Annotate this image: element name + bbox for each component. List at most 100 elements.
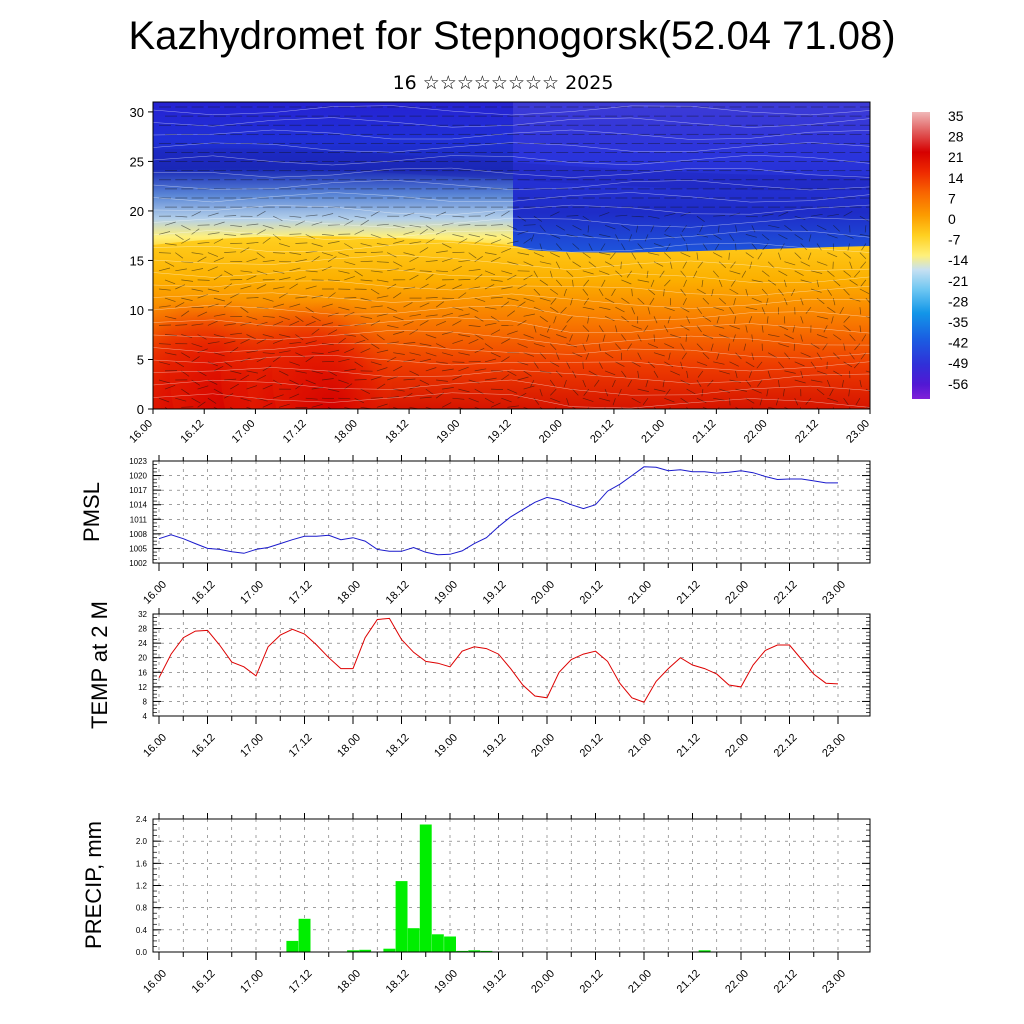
wind-barb <box>393 292 402 299</box>
wind-barb <box>191 211 201 217</box>
wind-barb <box>550 306 559 313</box>
wind-barb <box>533 270 539 278</box>
wind-barb <box>586 334 590 342</box>
wind-barb <box>289 283 298 290</box>
precip-bar <box>468 950 481 952</box>
wind-barb <box>793 343 796 351</box>
wind-barb <box>311 221 323 226</box>
wind-barb <box>273 252 286 254</box>
wind-barb <box>344 220 354 226</box>
wind-barb <box>617 388 622 397</box>
wind-barb <box>360 388 370 395</box>
wind-barb <box>295 383 304 390</box>
x-tick-label: 21.12 <box>675 732 703 760</box>
wind-barb <box>637 352 642 360</box>
wind-barb <box>272 379 282 386</box>
wind-barb <box>843 325 851 332</box>
isotherm <box>153 154 870 166</box>
wind-barb <box>778 343 790 348</box>
wind-barb <box>158 361 171 366</box>
wind-barb <box>403 231 415 235</box>
wind-barb <box>843 288 850 296</box>
wind-barb <box>256 229 266 235</box>
wind-barb <box>393 224 405 228</box>
wind-barb <box>305 320 316 326</box>
x-tick-label: 21.12 <box>675 968 703 996</box>
x-tick-label: 18.00 <box>335 579 363 607</box>
wind-barb <box>517 230 529 235</box>
wind-barb <box>631 397 641 404</box>
wind-barb <box>213 274 223 281</box>
y-tick-label: 30 <box>130 105 144 120</box>
wind-barb <box>230 383 239 390</box>
wind-barb <box>458 279 471 281</box>
x-tick-label: 20.12 <box>588 418 616 446</box>
wind-barb <box>550 297 557 305</box>
wind-barb <box>859 379 862 388</box>
wind-barb <box>327 349 340 354</box>
wind-barb <box>631 252 637 260</box>
y-tick-label: 1023 <box>129 457 147 466</box>
wind-barb <box>859 234 870 237</box>
wind-barb <box>707 379 714 387</box>
wind-barb <box>550 361 560 367</box>
wind-barb <box>158 252 172 254</box>
wind-barb <box>262 384 273 390</box>
wind-barb <box>360 243 372 247</box>
wind-barb <box>458 238 468 244</box>
x-tick-label: 16.00 <box>141 732 169 760</box>
wind-barb <box>278 370 289 376</box>
wind-barb <box>246 315 258 320</box>
wind-barb <box>441 257 453 263</box>
wind-barb <box>637 261 643 269</box>
wind-barb <box>224 215 237 217</box>
wind-barb <box>240 233 253 235</box>
wind-barb <box>435 284 446 290</box>
wind-barb <box>207 397 217 404</box>
wind-barb <box>321 234 334 236</box>
wind-barb <box>436 361 448 364</box>
wind-barb <box>800 297 804 306</box>
wind-barb <box>682 261 687 269</box>
y-tick-label: 10 <box>130 303 144 318</box>
wind-barb <box>327 388 340 392</box>
wind-barb <box>289 393 300 399</box>
wind-barb <box>718 297 727 305</box>
wind-barb <box>279 277 291 281</box>
wind-barb <box>766 316 769 324</box>
wind-barb <box>745 397 755 404</box>
colorbar-label: -49 <box>948 355 968 371</box>
wind-barb <box>191 323 204 326</box>
wind-barb <box>311 328 320 335</box>
wind-barb <box>507 310 516 317</box>
wind-barb <box>393 406 400 409</box>
wind-barb <box>181 238 191 244</box>
wind-barb <box>409 352 421 356</box>
wind-barb <box>354 215 367 219</box>
wind-barb <box>572 261 581 268</box>
wind-barb <box>729 325 741 330</box>
wind-barb <box>360 219 369 226</box>
wind-barb <box>826 379 831 388</box>
wind-barb <box>175 324 188 326</box>
wind-barb <box>246 223 259 226</box>
wind-barb <box>501 374 510 381</box>
wind-barb <box>555 279 563 287</box>
wind-barb <box>452 375 463 381</box>
wind-barb <box>164 384 176 390</box>
precip-bar <box>347 950 359 952</box>
wind-barb <box>246 275 257 281</box>
wind-barb <box>683 279 687 288</box>
wind-barb <box>442 297 455 300</box>
wind-barb <box>295 276 307 281</box>
precip-bar <box>456 950 469 952</box>
wind-barb <box>393 315 404 321</box>
wind-barb <box>311 370 323 375</box>
wind-barb <box>344 297 357 299</box>
wind-barb <box>197 370 207 377</box>
wind-barb <box>321 322 334 326</box>
wind-barb <box>711 288 714 297</box>
wind-barb <box>191 288 204 292</box>
colorbar-label: 14 <box>948 170 964 186</box>
wind-barb <box>289 320 300 326</box>
